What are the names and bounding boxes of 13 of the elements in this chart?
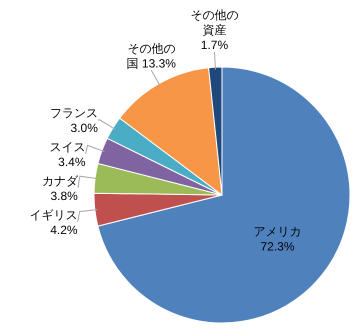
data-label: 4.2% — [50, 222, 78, 237]
data-label: 3.8% — [50, 188, 78, 203]
slice-label: カナダ — [42, 174, 79, 188]
slice-label: イギリス — [30, 208, 78, 222]
slice-label: スイス — [50, 140, 86, 154]
data-label: 72.3% — [260, 239, 295, 254]
slice-label: その他の資産 — [190, 8, 238, 37]
slice-label: その他の国 13.3% — [126, 41, 176, 70]
slice-label: アメリカ — [254, 224, 302, 238]
data-label: 3.4% — [58, 154, 86, 169]
slice-label: フランス — [50, 106, 98, 120]
data-label: 3.0% — [70, 120, 98, 135]
data-label: 1.7% — [200, 38, 228, 52]
